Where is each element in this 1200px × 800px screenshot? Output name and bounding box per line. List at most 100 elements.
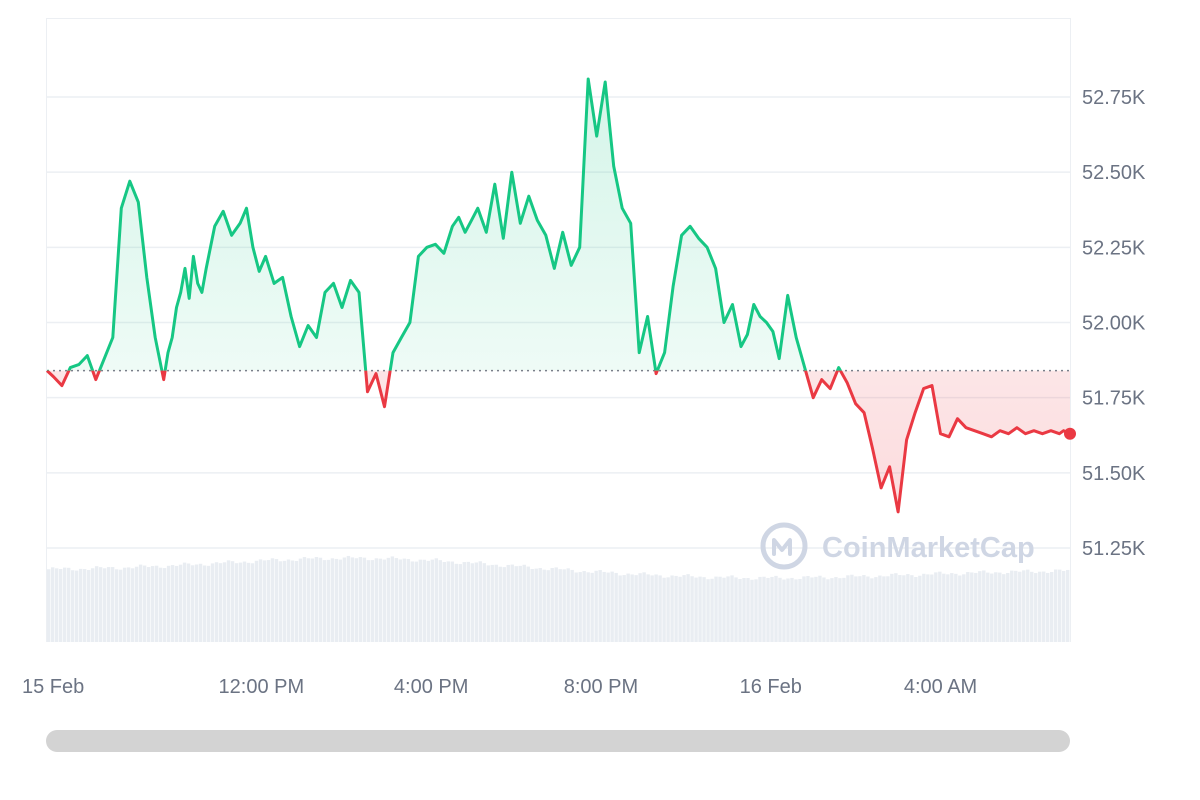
volume-bar [850,574,854,642]
volume-bar [882,576,886,642]
volume-bar [78,568,83,642]
volume-bar [494,564,498,642]
volume-bar [250,563,255,642]
volume-bar [442,561,447,642]
volume-bar [90,568,95,642]
volume-bar [886,576,890,642]
plot-border-right [1070,18,1071,642]
volume-bar [766,577,770,642]
volume-bar [686,574,690,642]
area-fill-up [47,79,1070,371]
volume-bar [402,558,407,642]
volume-bar [70,570,75,642]
volume-bar [194,564,199,642]
volume-bar [782,579,786,642]
volume-bar [486,565,490,642]
volume-bar [1058,569,1062,642]
volume-bar [974,572,978,642]
y-tick-label: 51.50K [1082,463,1146,485]
volume-bar [582,571,586,642]
volume-bar [1018,571,1022,642]
volume-bar [846,575,850,642]
volume-bar [310,558,315,642]
watermark: CoinMarketCap [760,522,1035,570]
time-range-scrollbar[interactable] [46,730,1070,752]
volume-bar [746,578,750,642]
volume-bar [994,572,998,642]
volume-bar [662,577,666,642]
volume-bar [778,577,782,642]
volume-bar [294,560,299,642]
price-chart[interactable]: 52.75K 52.50K 52.25K 52.00K 51.75K 51.50K 51.2… [0,0,1200,720]
volume-bar [1014,570,1018,642]
volume-bar [814,576,818,642]
volume-bar [674,575,678,642]
volume-bar [706,579,710,642]
volume-bar [938,571,942,642]
x-tick-label: 12:00 PM [219,676,305,698]
chart-svg[interactable]: 52.75K 52.50K 52.25K 52.00K 51.75K 51.50K 51.2… [0,0,1200,720]
volume-bar [862,575,866,642]
volume-bar [982,570,986,642]
volume-bar [150,566,155,642]
volume-bar [962,574,966,642]
volume-bar [318,557,323,642]
volume-bar [246,562,251,642]
volume-bar [258,559,263,642]
volume-bar [762,576,766,642]
volume-bar [1010,570,1014,642]
volume-bar [798,578,802,642]
volume-bar [926,574,930,642]
volume-bar [146,567,151,642]
y-tick-label: 52.75K [1082,87,1146,109]
last-price-point[interactable] [1064,427,1076,440]
volume-bar [182,562,187,642]
volume-bar [170,565,175,642]
volume-bar [986,572,990,642]
volume-bar [378,558,383,642]
volume-bar [1062,570,1066,642]
volume-bar [618,575,622,642]
volume-bar [526,566,530,642]
y-tick-label: 52.25K [1082,237,1146,259]
volume-bar [274,559,279,642]
volume-bar [210,563,215,642]
volume-bar [670,575,674,642]
volume-bar [874,577,878,642]
x-tick-label: 8:00 PM [564,676,638,698]
volume-bar [98,567,103,642]
volume-bar [66,567,71,642]
volume-bar [162,568,167,642]
volume-bar [642,572,646,642]
volume-bar [222,562,227,642]
volume-bar [126,567,131,642]
volume-bar [330,558,335,642]
volume-bar [1030,571,1034,642]
volume-bar [202,565,207,642]
volume-bar [918,575,922,642]
volume-bar [990,573,994,642]
volume-bar [290,560,295,642]
volume-bar [934,572,938,642]
volume-bar [334,558,339,642]
volume-bar [226,560,231,642]
volume-bar [702,577,706,642]
volume-bar [1054,569,1058,642]
volume-bar [946,574,950,642]
volume-bar [134,566,139,642]
volume-bar [626,573,630,642]
volume-bar [114,569,119,642]
volume-bar [474,562,478,642]
volume-bar [490,564,494,642]
volume-bar [554,567,558,642]
volume-bar [998,572,1002,642]
volume-bar [238,562,243,642]
volume-bar [742,578,746,642]
volume-bar [190,565,195,642]
volume-bar [254,560,259,642]
volume-bar [50,567,55,642]
y-tick-label: 52.50K [1082,162,1146,184]
volume-bar [362,557,367,642]
volume-bar [478,561,482,642]
volume-bar [430,559,435,642]
